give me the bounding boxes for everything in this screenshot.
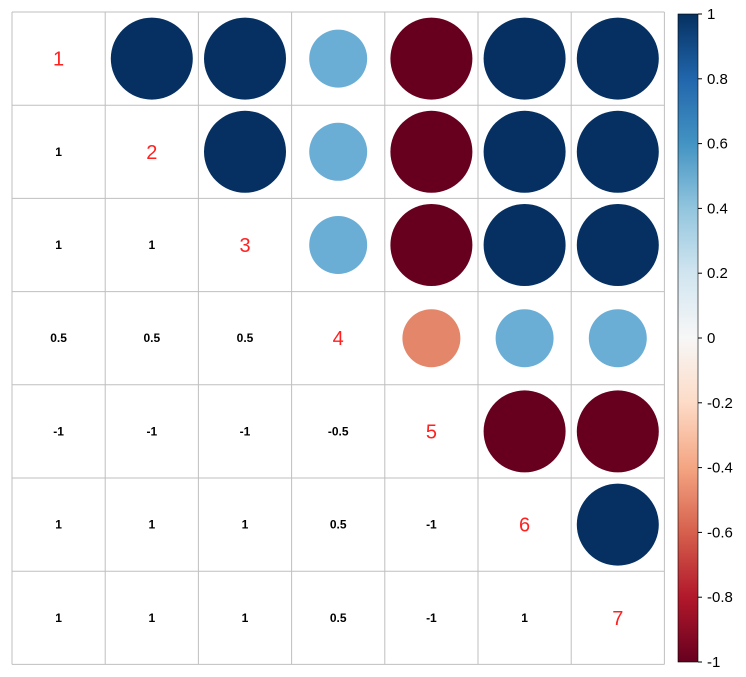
colorbar-tick-label: -1 [707, 654, 720, 671]
diagonal-label: 5 [426, 421, 437, 443]
correlation-value: 1 [521, 611, 528, 625]
colorbar-tick-label: 0 [707, 330, 715, 347]
colorbar-tick-label: 0.2 [707, 265, 728, 282]
diagonal-label: 4 [333, 328, 344, 350]
correlation-value: 1 [55, 145, 62, 159]
correlation-value: 1 [148, 518, 155, 532]
correlation-value: -0.5 [328, 424, 349, 438]
correlation-circle [483, 204, 566, 286]
diagonal-label: 1 [53, 49, 64, 71]
colorbar-tick-label: 0.4 [707, 200, 728, 217]
cells: 1 1 2 1 1 3 0.5 0.5 0.5 4 -1 -1 -1 -0.5 5 1 1 1 0.5 -1 6 1 1 1 0… [50, 17, 659, 630]
correlation-circle [390, 110, 473, 193]
correlation-circle [309, 29, 368, 88]
colorbar-tick-label: 0.8 [707, 71, 728, 88]
colorbar-tick-label: -0.4 [707, 460, 733, 477]
colorbar-tick-label: 0.6 [707, 136, 728, 153]
correlation-circle [402, 309, 461, 368]
correlation-value: 1 [148, 611, 155, 625]
correlation-circle [576, 17, 659, 100]
correlation-value: -1 [426, 518, 437, 532]
correlation-circle [483, 390, 566, 473]
colorbar-tick-label: -0.2 [707, 395, 733, 412]
grid [11, 11, 665, 665]
correlation-circle [588, 309, 647, 368]
correlation-circle [110, 17, 193, 100]
correlation-value: 1 [148, 238, 155, 252]
correlation-circle [576, 110, 659, 193]
correlation-value: -1 [240, 424, 251, 438]
correlation-circle [483, 17, 566, 100]
diagonal-label: 6 [519, 515, 530, 537]
correlation-circle [390, 17, 473, 100]
correlation-circle [495, 309, 554, 368]
colorbar-tick-label: -0.8 [707, 589, 733, 606]
correlation-circle [483, 110, 566, 193]
colorbar-tick-label: 1 [707, 6, 715, 23]
correlation-value: 0.5 [330, 518, 347, 532]
correlation-value: 1 [242, 611, 249, 625]
diagonal-label: 7 [612, 608, 623, 630]
diagonal-label: 2 [146, 142, 157, 164]
correlation-value: 1 [55, 238, 62, 252]
correlation-circle [390, 204, 473, 286]
colorbar: 1 0.8 0.6 0.4 0.2 0 -0.2 -0.4 -0.6 -0.8 -1 [677, 6, 733, 671]
correlation-circle [204, 17, 286, 100]
correlation-value: -1 [146, 424, 157, 438]
correlation-circle [576, 204, 659, 286]
correlation-value: 1 [55, 611, 62, 625]
correlation-circle [309, 122, 368, 181]
correlation-value: 1 [242, 518, 249, 532]
correlation-value: -1 [53, 424, 64, 438]
correlation-value: -1 [426, 611, 437, 625]
correlation-value: 0.5 [143, 331, 160, 345]
correlation-circle [309, 216, 368, 274]
colorbar-tick-label: -0.6 [707, 524, 733, 541]
correlation-circle [204, 110, 286, 193]
correlation-value: 0.5 [237, 331, 254, 345]
correlation-value: 0.5 [330, 611, 347, 625]
diagonal-label: 3 [239, 235, 250, 257]
correlation-circle [576, 390, 659, 473]
colorbar-gradient [677, 13, 699, 663]
correlation-value: 1 [55, 518, 62, 532]
correlation-value: 0.5 [50, 331, 67, 345]
correlation-circle [576, 483, 659, 566]
